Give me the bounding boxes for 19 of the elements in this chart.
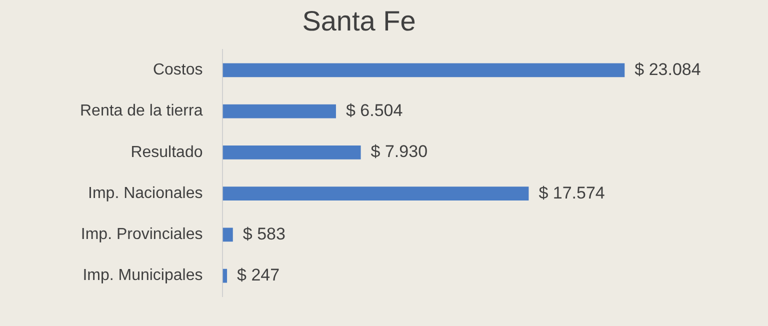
bar — [222, 186, 529, 201]
data-label: $ 247 — [237, 266, 280, 285]
data-label: $ 23.084 — [634, 60, 701, 79]
bar — [222, 228, 233, 242]
bar — [222, 104, 336, 118]
y-tick-label: Imp. Municipales — [82, 267, 203, 284]
data-label: $ 17.574 — [538, 183, 605, 202]
bar — [222, 63, 625, 78]
data-label: $ 583 — [242, 224, 286, 244]
data-label: $ 7.930 — [370, 142, 428, 162]
bar — [222, 268, 228, 283]
data-label: $ 6.504 — [346, 100, 403, 120]
y-tick-label: Resultado — [130, 144, 203, 161]
y-tick-label: Costos — [152, 62, 203, 79]
y-tick-label: Imp. Provinciales — [80, 226, 203, 244]
y-tick-label: Imp. Nacionales — [88, 184, 203, 202]
y-tick-label: Renta de la tierra — [80, 102, 203, 120]
chart-title: Santa Fe — [302, 6, 416, 37]
bar — [222, 145, 361, 160]
